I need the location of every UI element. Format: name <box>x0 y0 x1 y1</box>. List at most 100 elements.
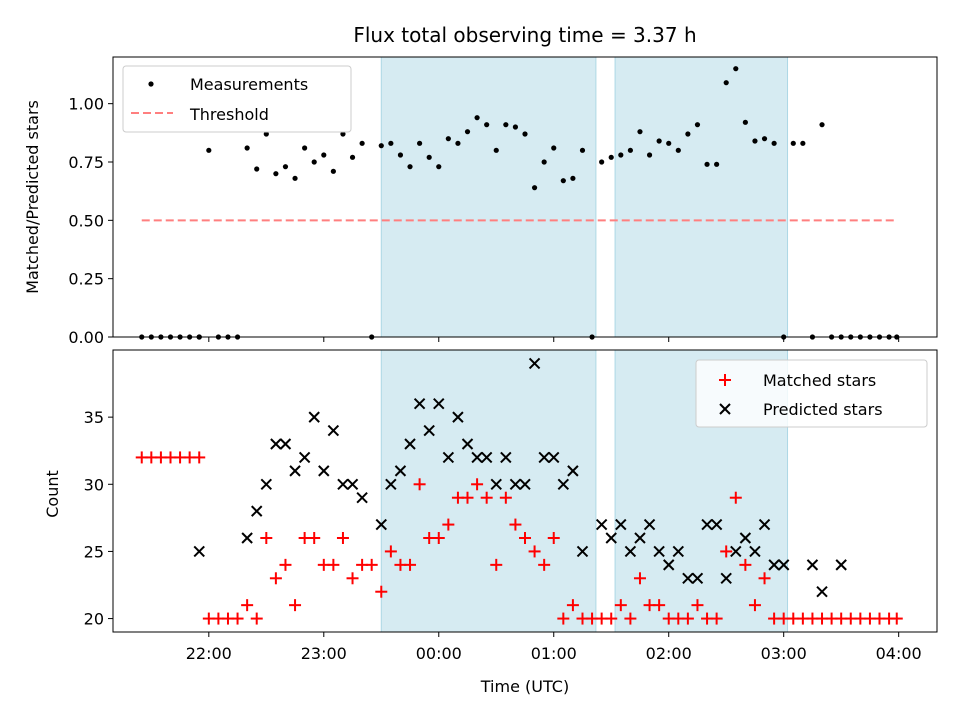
x-tick-label: 23:00 <box>301 644 347 663</box>
matched-star-point <box>528 545 541 558</box>
bottom-y-ticks: 20 25 30 35 <box>84 408 113 629</box>
matched-star-point <box>327 558 340 571</box>
measurement-point <box>474 115 480 121</box>
matched-star-point <box>691 599 704 612</box>
measurement-point <box>417 140 423 146</box>
matched-star-point <box>404 558 417 571</box>
measurement-point <box>292 175 298 181</box>
measurement-point <box>637 129 643 135</box>
ratio-panel: 0.00 0.25 0.50 0.75 1.00 Matched/Predicted s… <box>23 56 938 347</box>
x-tick-label: 02:00 <box>646 644 692 663</box>
top-legend-box <box>122 65 352 133</box>
predicted-star-point <box>241 532 253 544</box>
measurement-point <box>282 164 289 170</box>
matched-star-point <box>547 532 560 544</box>
predicted-star-point <box>404 438 416 450</box>
measurement-point <box>752 138 758 144</box>
legend-predicted-label: Predicted stars <box>763 400 883 419</box>
predicted-star-point <box>595 518 608 531</box>
measurement-point <box>646 152 653 158</box>
predicted-star-point <box>624 545 637 558</box>
matched-star-point <box>890 612 903 625</box>
measurement-point <box>273 171 279 177</box>
predicted-star-point <box>385 478 397 490</box>
matched-star-point <box>231 612 244 625</box>
predicted-star-point <box>337 478 349 490</box>
predicted-star-point <box>701 518 713 531</box>
predicted-star-point <box>356 492 368 504</box>
predicted-star-point <box>768 559 780 571</box>
predicted-star-point <box>298 451 311 464</box>
predicted-star-point <box>576 545 589 558</box>
measurement-point <box>541 159 547 165</box>
predicted-star-point <box>423 424 435 437</box>
matched-star-point <box>279 558 292 571</box>
measurement-point <box>206 147 212 153</box>
matched-star-point <box>710 612 723 625</box>
predicted-star-point <box>308 411 320 423</box>
predicted-star-point <box>528 357 541 370</box>
legend-measurements-label: Measurements <box>190 75 308 94</box>
matched-star-point <box>614 599 627 612</box>
predicted-star-point <box>500 451 512 464</box>
x-tick-label: 03:00 <box>761 644 807 663</box>
y-tick-label: 20 <box>84 610 104 629</box>
legend-measurements-marker <box>148 81 154 87</box>
measurement-point <box>704 161 710 167</box>
matched-star-point <box>748 599 761 612</box>
measurement-point <box>445 136 451 142</box>
predicted-star-point <box>682 572 694 584</box>
predicted-star-point <box>346 478 359 490</box>
matched-star-point <box>509 518 522 531</box>
matched-star-point <box>480 491 493 504</box>
matched-star-point <box>557 612 570 625</box>
legend-threshold-label: Threshold <box>189 105 269 124</box>
y-tick-label: 0.00 <box>68 328 104 347</box>
matched-star-point <box>346 572 359 585</box>
measurement-point <box>723 80 729 86</box>
x-tick-label: 00:00 <box>416 644 462 663</box>
measurement-point <box>407 164 413 170</box>
measurement-point <box>790 140 796 146</box>
y-tick-label: 0.75 <box>68 153 104 172</box>
matched-star-point <box>519 532 531 544</box>
predicted-star-point <box>758 518 771 531</box>
measurement-point <box>742 119 748 125</box>
shaded-interval <box>614 56 789 338</box>
measurement-point <box>819 122 825 128</box>
predicted-star-point <box>653 545 665 558</box>
measurement-point <box>522 131 528 137</box>
matched-star-point <box>432 532 445 544</box>
measurement-point <box>618 152 624 158</box>
measurement-point <box>378 143 384 149</box>
legend-predicted-marker <box>719 403 731 415</box>
measurement-point <box>349 154 356 160</box>
top-y-axis-label: Matched/Predicted stars <box>23 100 42 294</box>
top-shaded-intervals <box>380 56 789 338</box>
predicted-star-point <box>289 465 301 477</box>
legend-matched-label: Matched stars <box>763 371 876 390</box>
predicted-star-point <box>490 478 502 490</box>
measurement-point <box>311 159 317 165</box>
measurement-point <box>493 147 499 153</box>
matched-star-point <box>241 599 254 612</box>
measurement-point <box>388 140 394 146</box>
predicted-star-point <box>663 559 675 571</box>
measurement-point <box>302 145 308 151</box>
predicted-star-point <box>816 586 828 598</box>
predicted-star-point <box>749 545 761 558</box>
measurement-point <box>560 178 566 184</box>
predicted-star-point <box>691 572 704 584</box>
matched-star-point <box>413 478 426 491</box>
matched-star-point <box>538 558 551 571</box>
y-tick-label: 25 <box>84 542 104 561</box>
matched-star-point <box>461 491 474 504</box>
measurement-point <box>733 66 739 72</box>
predicted-star-point <box>193 545 205 558</box>
predicted-star-point <box>605 532 617 544</box>
predicted-star-point <box>413 398 426 410</box>
measurement-point <box>254 166 260 172</box>
matched-star-point <box>471 478 484 491</box>
matched-star-point <box>758 572 771 585</box>
